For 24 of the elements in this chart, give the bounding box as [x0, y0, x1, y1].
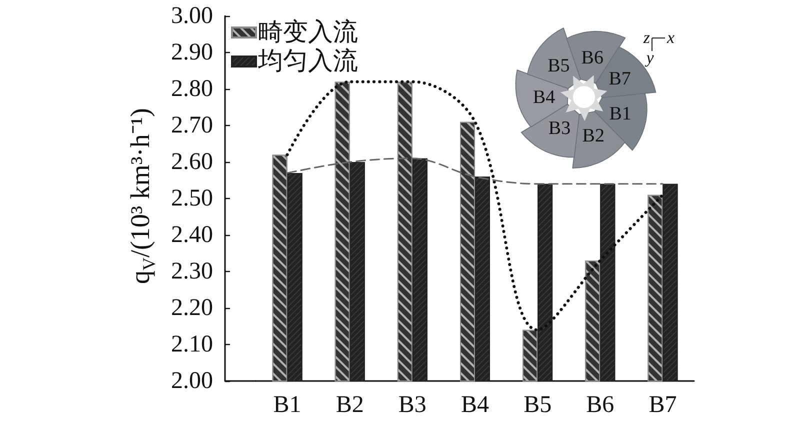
- x-tick-label: B4: [460, 392, 490, 418]
- y-tick-label: 2.90: [171, 40, 213, 66]
- y-tick-label: 2.80: [171, 76, 213, 102]
- y-tick-label: 2.30: [171, 258, 213, 284]
- annotation: z: [642, 28, 650, 47]
- x-tick-label: B2: [336, 392, 364, 418]
- legend-label: 畸变入流: [258, 18, 358, 46]
- x-tick-label: B5: [524, 392, 552, 418]
- y-tick-label: 2.00: [171, 368, 213, 394]
- line-series: [286, 158, 664, 185]
- x-tick-label: B1: [273, 392, 302, 418]
- annotation: y: [644, 48, 654, 67]
- x-tick-label: B6: [586, 392, 614, 418]
- y-tick-label: 2.20: [171, 295, 213, 321]
- y-tick-label: 2.70: [171, 112, 213, 138]
- annotation: x: [666, 28, 675, 47]
- x-tick-label: B7: [648, 392, 677, 418]
- y-tick-label: 2.40: [171, 222, 213, 248]
- y-tick-label: 2.50: [171, 186, 213, 212]
- y-tick-label: 3.00: [171, 3, 213, 29]
- y-tick-label: 2.60: [171, 149, 213, 175]
- legend-label: 均匀入流: [257, 47, 358, 75]
- x-tick-label: B3: [398, 392, 426, 418]
- y-tick-label: 2.10: [171, 332, 213, 358]
